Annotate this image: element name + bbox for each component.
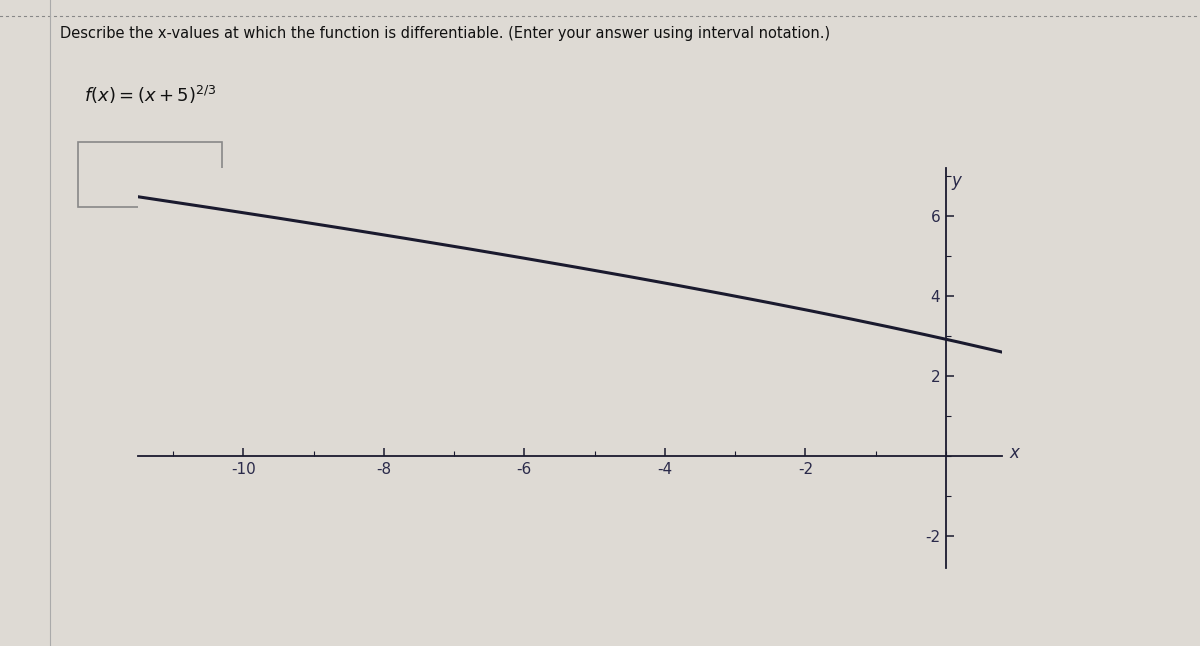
Text: $f(x) = (x + 5)^{2/3}$: $f(x) = (x + 5)^{2/3}$ <box>84 84 217 106</box>
Text: y: y <box>952 172 961 190</box>
Text: x: x <box>1009 444 1019 462</box>
Text: Describe the x-values at which the function is differentiable. (Enter your answe: Describe the x-values at which the funct… <box>60 26 830 41</box>
